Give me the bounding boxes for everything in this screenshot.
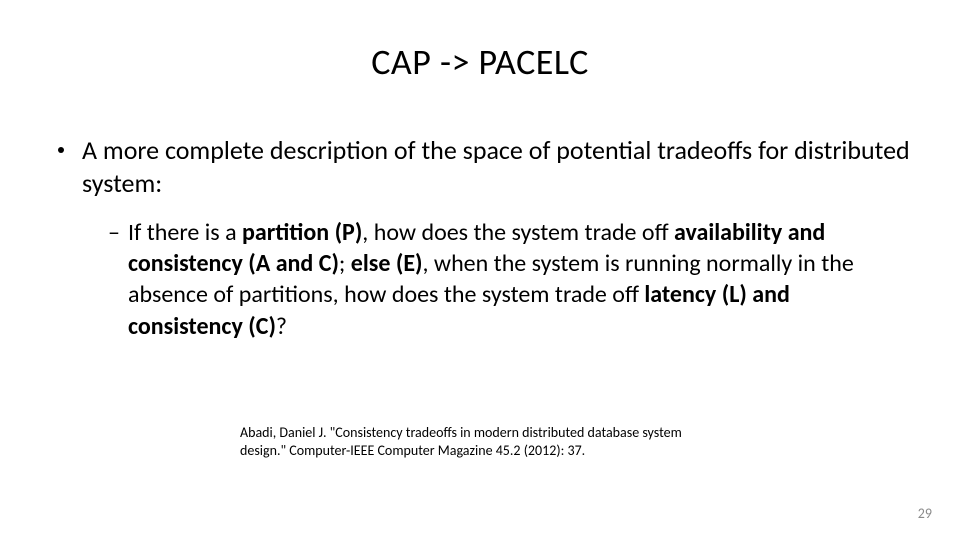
slide-container: CAP -> PACELC A more complete descriptio… (0, 0, 960, 540)
seg-plain: ? (276, 312, 287, 341)
seg-plain: ; (339, 249, 351, 278)
citation-text: Abadi, Daniel J. "Consistency tradeoffs … (240, 424, 720, 460)
bullet-l1-text: A more complete description of the space… (82, 134, 910, 199)
slide-title: CAP -> PACELC (50, 40, 910, 84)
bullet-l2-text: If there is a partition (P), how does th… (128, 217, 880, 342)
bullet-dash-icon: – (108, 217, 120, 248)
seg-plain: If there is a (128, 218, 242, 247)
seg-bold-else: else (E) (351, 249, 423, 278)
page-number: 29 (918, 505, 932, 522)
bullet-level-2: – If there is a partition (P), how does … (108, 217, 880, 342)
seg-plain: , how does the system trade off (362, 218, 674, 247)
bullet-dot-icon (58, 147, 64, 153)
bullet-level-1: A more complete description of the space… (58, 134, 910, 199)
seg-bold-partition: partition (P) (242, 218, 362, 247)
